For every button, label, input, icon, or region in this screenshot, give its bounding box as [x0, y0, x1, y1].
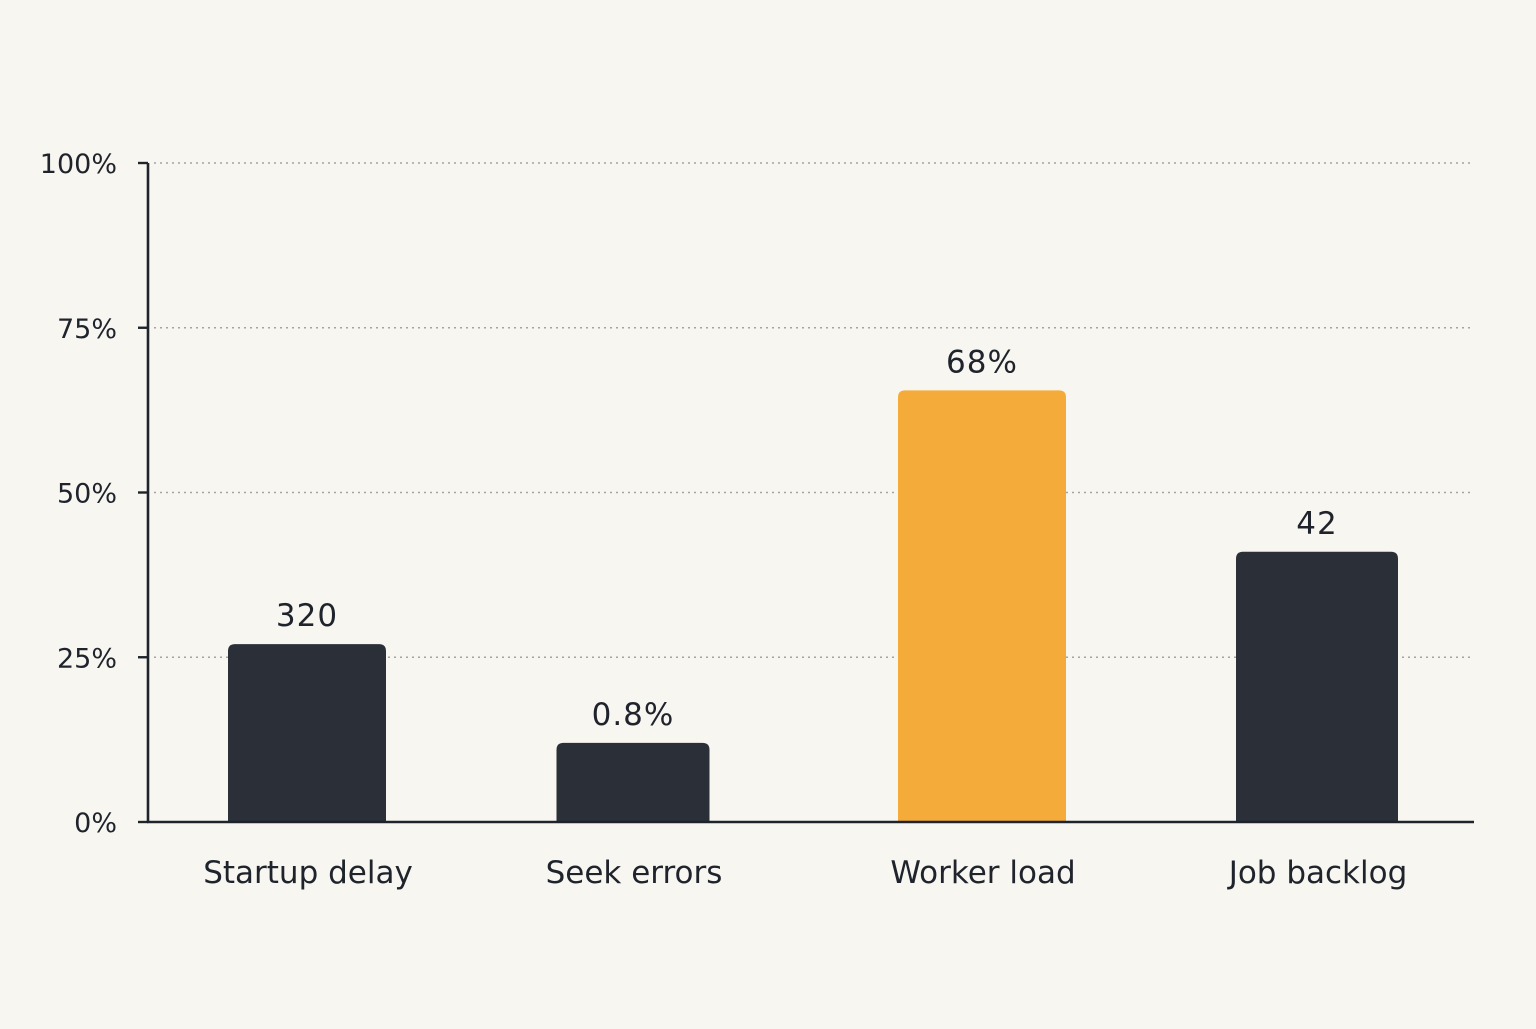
value-label: 68% — [946, 344, 1018, 380]
grid-lines — [154, 162, 1474, 659]
category-label: Seek errors — [546, 855, 723, 891]
bar-job-backlog — [1236, 551, 1398, 822]
y-tick-label: 75% — [57, 314, 117, 345]
value-label: 0.8% — [592, 697, 675, 733]
bar-worker-load — [898, 390, 1066, 822]
y-tick-label: 25% — [57, 643, 117, 674]
bar-seek-errors — [556, 742, 710, 822]
value-label: 42 — [1296, 506, 1337, 542]
category-label: Startup delay — [203, 855, 413, 891]
labels: 0% 25% 50% 75% 100% 320 Startup delay 0.8% Seek … — [40, 149, 1407, 891]
y-tick-label: 0% — [74, 808, 117, 839]
axes — [138, 161, 1474, 824]
category-label: Job backlog — [1227, 855, 1408, 891]
bar-startup-delay — [228, 644, 386, 822]
value-label: 320 — [276, 598, 338, 634]
y-tick-label: 100% — [40, 149, 117, 180]
bars — [228, 390, 1398, 822]
y-tick-label: 50% — [57, 479, 117, 510]
category-label: Worker load — [890, 855, 1075, 891]
